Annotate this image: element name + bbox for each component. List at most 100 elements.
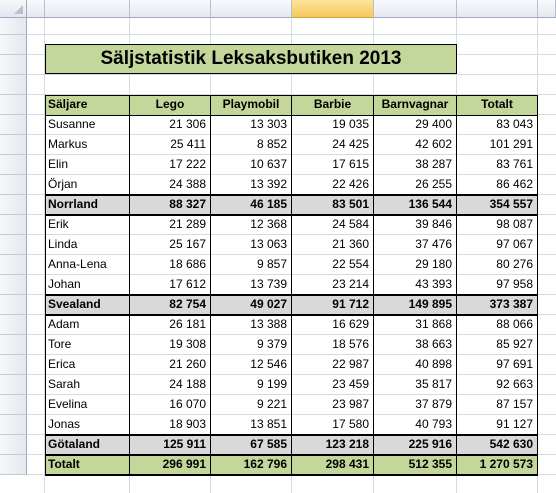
sales-value-cell[interactable]: 86 462 [457, 175, 538, 195]
salesperson-name-cell[interactable]: Erica [45, 355, 130, 375]
sales-value-cell[interactable]: 26 181 [130, 315, 211, 335]
sales-value-cell[interactable]: 80 276 [457, 255, 538, 275]
sales-value-cell[interactable]: 13 851 [211, 415, 292, 435]
sales-value-cell[interactable]: 17 580 [292, 415, 374, 435]
region-subtotal-value[interactable]: 354 557 [457, 195, 538, 215]
row-header-22[interactable] [0, 435, 27, 455]
sales-value-cell[interactable]: 18 686 [130, 255, 211, 275]
salesperson-name-cell[interactable]: Linda [45, 235, 130, 255]
sales-value-cell[interactable]: 92 663 [457, 375, 538, 395]
row-header-16[interactable] [0, 315, 27, 335]
region-subtotal-value[interactable]: 46 185 [211, 195, 292, 215]
salesperson-name-cell[interactable]: Sarah [45, 375, 130, 395]
region-subtotal-value[interactable]: 225 916 [374, 435, 457, 455]
region-subtotal-value[interactable]: 542 630 [457, 435, 538, 455]
sales-value-cell[interactable]: 37 476 [374, 235, 457, 255]
column-header-b[interactable] [45, 0, 130, 18]
sales-value-cell[interactable]: 38 287 [374, 155, 457, 175]
sales-value-cell[interactable]: 13 388 [211, 315, 292, 335]
column-heading-playmobil[interactable]: Playmobil [211, 95, 292, 115]
sales-value-cell[interactable]: 24 425 [292, 135, 374, 155]
salesperson-name-cell[interactable]: Adam [45, 315, 130, 335]
sales-value-cell[interactable]: 37 879 [374, 395, 457, 415]
column-heading-lego[interactable]: Lego [130, 95, 211, 115]
sales-value-cell[interactable]: 26 255 [374, 175, 457, 195]
region-subtotal-value[interactable]: 83 501 [292, 195, 374, 215]
sales-value-cell[interactable]: 9 857 [211, 255, 292, 275]
region-subtotal-label[interactable]: Götaland [45, 435, 130, 455]
column-header-next[interactable] [538, 0, 556, 18]
sales-value-cell[interactable]: 35 817 [374, 375, 457, 395]
sales-value-cell[interactable]: 17 615 [292, 155, 374, 175]
sales-value-cell[interactable]: 101 291 [457, 135, 538, 155]
sales-value-cell[interactable]: 39 846 [374, 215, 457, 235]
sales-value-cell[interactable]: 29 180 [374, 255, 457, 275]
region-subtotal-value[interactable]: 125 911 [130, 435, 211, 455]
row-header-18[interactable] [0, 355, 27, 375]
sales-value-cell[interactable]: 13 392 [211, 175, 292, 195]
sales-value-cell[interactable]: 10 637 [211, 155, 292, 175]
sales-value-cell[interactable]: 13 303 [211, 115, 292, 135]
column-heading-barbie[interactable]: Barbie [292, 95, 374, 115]
column-heading-salesperson[interactable]: Säljare [45, 95, 130, 115]
salesperson-name-cell[interactable]: Evelina [45, 395, 130, 415]
grand-total-value[interactable]: 162 796 [211, 455, 292, 475]
row-header-17[interactable] [0, 335, 27, 355]
sheet-title[interactable]: Säljstatistik Leksaksbutiken 2013 [45, 44, 457, 74]
sales-value-cell[interactable]: 31 868 [374, 315, 457, 335]
region-subtotal-value[interactable]: 123 218 [292, 435, 374, 455]
sales-value-cell[interactable]: 83 761 [457, 155, 538, 175]
salesperson-name-cell[interactable]: Elin [45, 155, 130, 175]
sales-value-cell[interactable]: 23 459 [292, 375, 374, 395]
sales-value-cell[interactable]: 38 663 [374, 335, 457, 355]
sales-value-cell[interactable]: 43 393 [374, 275, 457, 295]
sales-value-cell[interactable]: 21 360 [292, 235, 374, 255]
sales-value-cell[interactable]: 9 379 [211, 335, 292, 355]
row-header-13[interactable] [0, 255, 27, 275]
sales-value-cell[interactable]: 97 067 [457, 235, 538, 255]
column-header-a[interactable] [27, 0, 45, 18]
sales-value-cell[interactable]: 83 043 [457, 115, 538, 135]
sales-value-cell[interactable]: 24 188 [130, 375, 211, 395]
row-header-23[interactable] [0, 455, 27, 475]
sales-value-cell[interactable]: 21 306 [130, 115, 211, 135]
sales-value-cell[interactable]: 17 612 [130, 275, 211, 295]
sales-value-cell[interactable]: 12 546 [211, 355, 292, 375]
sales-value-cell[interactable]: 18 903 [130, 415, 211, 435]
sales-value-cell[interactable]: 22 554 [292, 255, 374, 275]
salesperson-name-cell[interactable]: Jonas [45, 415, 130, 435]
sales-value-cell[interactable]: 19 308 [130, 335, 211, 355]
select-all-corner[interactable] [0, 0, 27, 18]
row-header-2[interactable] [0, 35, 27, 55]
salesperson-name-cell[interactable]: Tore [45, 335, 130, 355]
sales-value-cell[interactable]: 13 063 [211, 235, 292, 255]
sales-value-cell[interactable]: 25 411 [130, 135, 211, 155]
sales-value-cell[interactable]: 91 127 [457, 415, 538, 435]
region-subtotal-value[interactable]: 82 754 [130, 295, 211, 315]
sales-value-cell[interactable]: 8 852 [211, 135, 292, 155]
column-header-f[interactable] [374, 0, 457, 18]
column-header-g[interactable] [457, 0, 538, 18]
sales-value-cell[interactable]: 25 167 [130, 235, 211, 255]
sales-value-cell[interactable]: 98 087 [457, 215, 538, 235]
row-header-20[interactable] [0, 395, 27, 415]
sales-value-cell[interactable]: 24 388 [130, 175, 211, 195]
row-header-6[interactable] [0, 115, 27, 135]
sales-value-cell[interactable]: 18 576 [292, 335, 374, 355]
sales-value-cell[interactable]: 23 214 [292, 275, 374, 295]
row-header-12[interactable] [0, 235, 27, 255]
column-heading-barnvagnar[interactable]: Barnvagnar [374, 95, 457, 115]
sales-value-cell[interactable]: 9 221 [211, 395, 292, 415]
sales-value-cell[interactable]: 21 260 [130, 355, 211, 375]
sales-value-cell[interactable]: 40 793 [374, 415, 457, 435]
sales-value-cell[interactable]: 16 070 [130, 395, 211, 415]
grand-total-value[interactable]: 298 431 [292, 455, 374, 475]
sales-value-cell[interactable]: 12 368 [211, 215, 292, 235]
column-header-e[interactable] [292, 0, 374, 18]
sales-value-cell[interactable]: 19 035 [292, 115, 374, 135]
region-subtotal-label[interactable]: Svealand [45, 295, 130, 315]
region-subtotal-value[interactable]: 136 544 [374, 195, 457, 215]
region-subtotal-value[interactable]: 149 895 [374, 295, 457, 315]
row-header-19[interactable] [0, 375, 27, 395]
